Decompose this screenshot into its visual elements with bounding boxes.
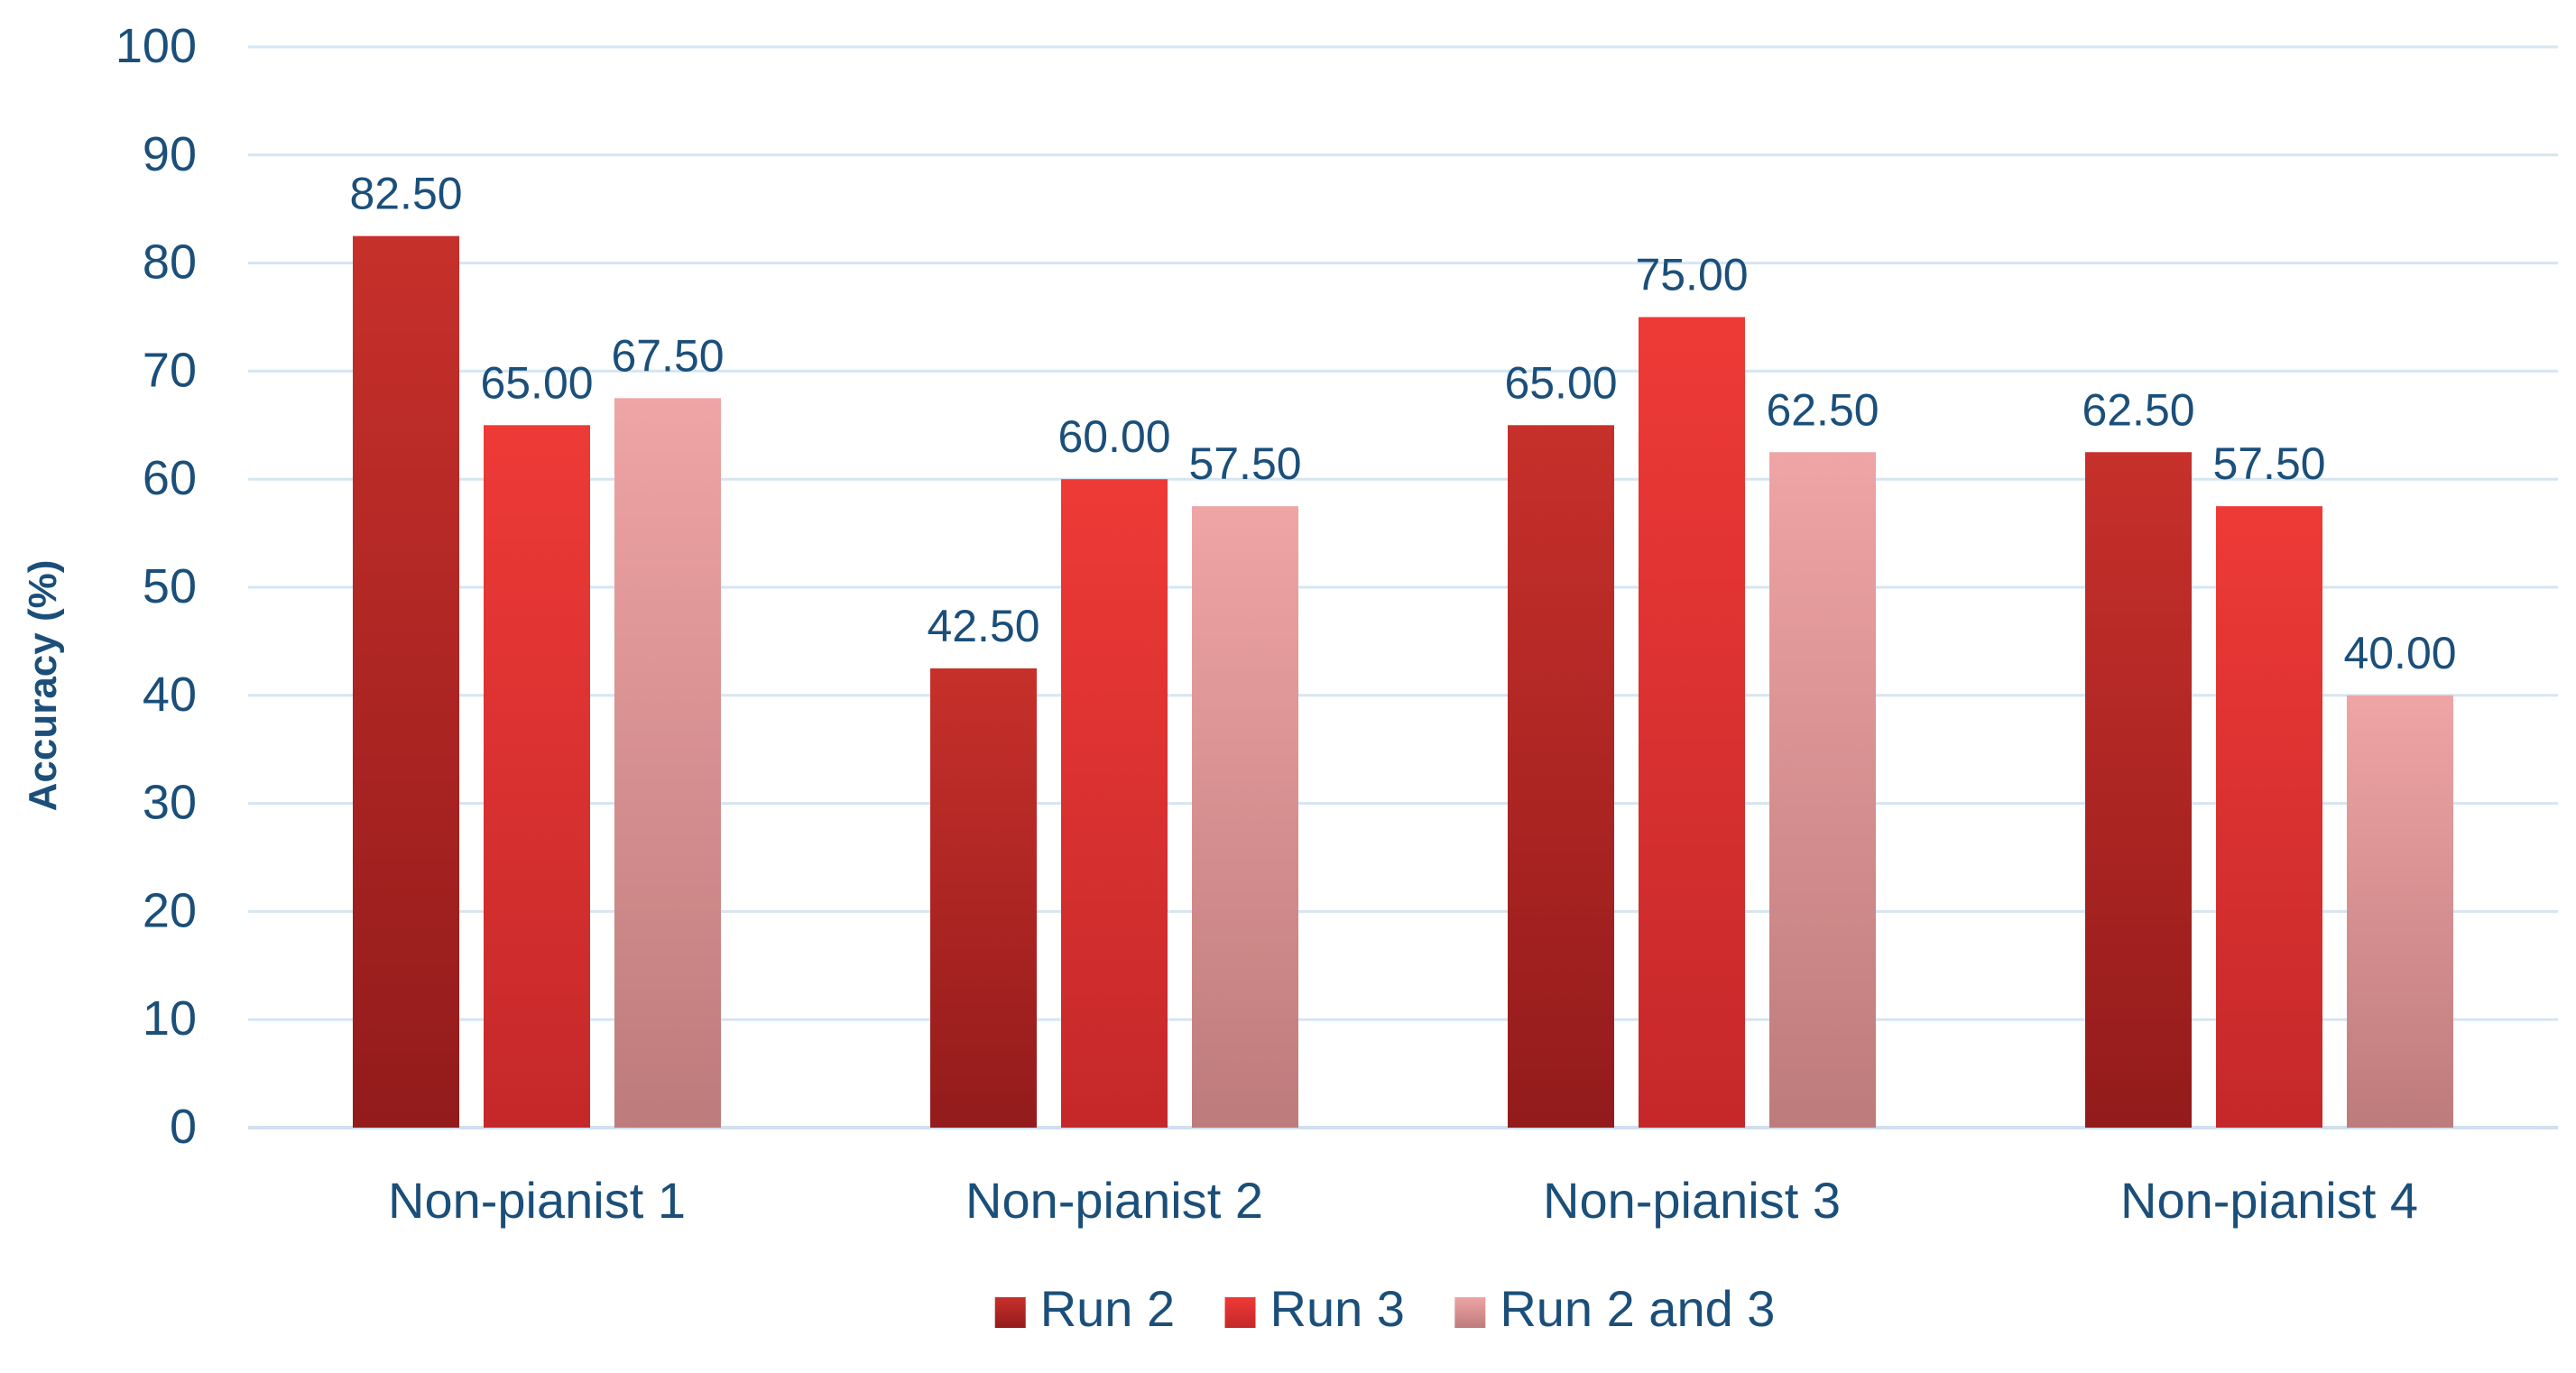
x-tick-label-non-pianist-1: Non-pianist 1 [388,1172,686,1229]
data-label-run-2-non-pianist-3: 65.00 [1504,357,1617,408]
y-tick-label: 20 [143,883,197,937]
legend-swatch-run-2 [994,1297,1026,1328]
y-tick-label: 70 [143,343,197,397]
legend-item-run-3: Run 3 [1224,1280,1405,1337]
legend-label-run-2: Run 2 [1040,1280,1175,1337]
data-label-run-2-non-pianist-1: 82.50 [349,169,462,219]
bar-run-2-non-pianist-4 [2085,452,2192,1128]
x-axis-ticks: Non-pianist 1 Non-pianist 2 Non-pianist 3 N… [388,1172,2418,1229]
data-label-run-2-non-pianist-4: 62.50 [2082,384,2194,435]
bar-run-3-non-pianist-1 [484,425,590,1128]
data-label-run-3-non-pianist-3: 75.00 [1635,250,1748,300]
data-label-run-3-non-pianist-2: 60.00 [1057,411,1170,462]
bar-run-2-non-pianist-2 [930,668,1037,1128]
y-tick-label: 50 [143,559,197,613]
bar-run-2-and-3-non-pianist-2 [1192,506,1298,1128]
data-label-run-3-non-pianist-4: 57.50 [2212,438,2325,489]
data-label-run-2-and-3-non-pianist-2: 57.50 [1188,438,1301,489]
x-tick-label-non-pianist-2: Non-pianist 2 [965,1172,1263,1229]
y-tick-label: 0 [170,1100,197,1154]
x-tick-label-non-pianist-3: Non-pianist 3 [1543,1172,1841,1229]
legend-label-run-3: Run 3 [1270,1280,1405,1337]
y-tick-label: 40 [143,668,197,722]
data-labels: 82.50 65.00 67.50 42.50 60.00 57.50 65.00 75.00… [349,169,2456,678]
bar-run-2-and-3-non-pianist-1 [614,398,721,1129]
legend-item-run-2: Run 2 [994,1280,1175,1337]
legend-swatch-run-3 [1224,1297,1256,1328]
y-tick-label: 80 [143,235,197,290]
y-tick-label: 30 [143,776,197,830]
y-tick-label: 60 [143,451,197,505]
x-tick-label-non-pianist-4: Non-pianist 4 [2120,1172,2418,1229]
legend: Run 2 Run 3 Run 2 and 3 [994,1280,1775,1337]
bar-run-3-non-pianist-4 [2216,506,2322,1128]
bar-run-2-non-pianist-1 [353,235,459,1128]
legend-item-run-2-and-3: Run 2 and 3 [1454,1280,1775,1337]
y-axis-title: Accuracy (%) [21,560,65,812]
bar-run-3-non-pianist-2 [1061,479,1168,1128]
bars [353,235,2453,1129]
y-tick-label: 90 [143,127,197,181]
y-tick-label: 10 [143,991,197,1046]
legend-label-run-2-and-3: Run 2 and 3 [1500,1280,1775,1337]
gridlines [248,45,2558,1129]
data-label-run-2-and-3-non-pianist-3: 62.50 [1766,384,1879,435]
bar-run-2-and-3-non-pianist-4 [2347,695,2453,1128]
bar-run-3-non-pianist-3 [1639,317,1745,1128]
data-label-run-2-and-3-non-pianist-4: 40.00 [2343,628,2456,678]
legend-swatch-run-2-and-3 [1454,1297,1486,1328]
data-label-run-3-non-pianist-1: 65.00 [480,357,593,408]
data-label-run-2-and-3-non-pianist-1: 67.50 [611,330,724,381]
bar-run-2-and-3-non-pianist-3 [1769,452,1876,1128]
y-axis-ticks: 0 10 20 30 40 50 60 70 80 90 100 [115,19,197,1154]
bar-run-2-non-pianist-3 [1508,425,1614,1128]
data-label-run-2-non-pianist-2: 42.50 [927,601,1039,651]
y-tick-label: 100 [115,19,197,73]
